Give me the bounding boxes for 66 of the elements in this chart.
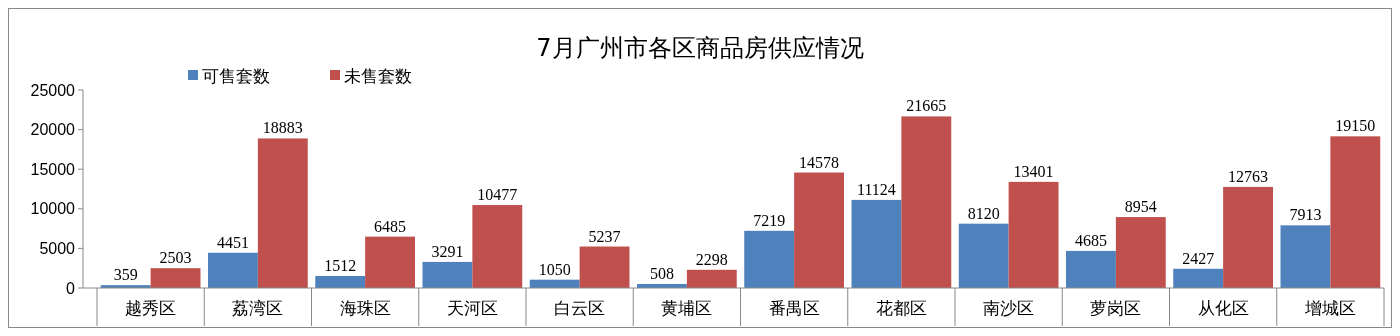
bar [315, 276, 366, 288]
data-label: 508 [649, 264, 674, 282]
data-label: 21665 [906, 97, 947, 115]
bar [1223, 186, 1273, 288]
y-tick-label: 20000 [30, 121, 76, 139]
data-label: 1512 [324, 257, 357, 275]
data-label: 1050 [538, 260, 571, 278]
data-label: 4451 [216, 233, 249, 251]
data-label: 2503 [159, 249, 192, 267]
data-label: 2427 [1182, 249, 1215, 267]
x-tick-label: 荔湾区 [232, 298, 284, 318]
x-tick-label: 海珠区 [339, 298, 391, 318]
data-label: 359 [113, 266, 138, 284]
y-tick-label: 10000 [30, 200, 76, 218]
y-tick-label: 25000 [30, 81, 76, 99]
data-label: 8120 [967, 204, 1000, 222]
bar [1330, 136, 1381, 288]
x-tick-label: 增城区 [1303, 298, 1356, 318]
bar [901, 116, 952, 288]
bar [958, 223, 1009, 288]
bar [1173, 268, 1224, 288]
data-label: 7913 [1289, 206, 1322, 224]
legend-label: 可售套数 [202, 65, 270, 86]
x-tick-label: 从化区 [1197, 298, 1249, 318]
data-label: 18883 [262, 119, 303, 137]
x-tick-label: 黄埔区 [661, 298, 713, 318]
y-tick-label: 15000 [30, 160, 76, 178]
bar [1008, 181, 1059, 288]
bar [1066, 250, 1116, 288]
bar [1115, 217, 1166, 288]
bar [794, 172, 844, 288]
data-label: 3291 [431, 242, 464, 260]
x-tick-label: 南沙区 [983, 298, 1035, 318]
data-label: 6485 [374, 217, 407, 235]
y-tick-label: 0 [66, 279, 76, 297]
data-label: 13401 [1013, 162, 1054, 180]
data-label: 12763 [1228, 167, 1269, 185]
bar [1280, 225, 1331, 288]
bar [744, 230, 795, 288]
bar [257, 138, 308, 288]
data-label: 19150 [1335, 117, 1376, 135]
x-tick-label: 白云区 [554, 298, 606, 318]
data-label: 14578 [799, 153, 840, 171]
x-tick-label: 番禺区 [768, 298, 820, 318]
data-label: 2298 [695, 250, 728, 268]
x-tick-label: 越秀区 [125, 298, 177, 318]
data-label: 5237 [588, 227, 621, 245]
y-tick-label: 5000 [39, 240, 76, 257]
data-label: 11124 [857, 180, 896, 198]
bar [579, 246, 630, 288]
data-label: 8954 [1124, 198, 1157, 216]
data-label: 4685 [1074, 231, 1107, 249]
x-tick-label: 萝岗区 [1090, 298, 1142, 318]
bar [851, 199, 902, 288]
bar [472, 205, 523, 288]
data-label: 10477 [477, 186, 518, 204]
bar [686, 269, 737, 288]
x-tick-label: 天河区 [446, 298, 498, 318]
x-tick-label: 花都区 [875, 298, 927, 318]
data-label: 7219 [753, 211, 786, 229]
legend-label: 未售套数 [344, 65, 412, 86]
bar [150, 268, 201, 288]
bar [365, 236, 415, 288]
bar [208, 252, 258, 288]
chart-title: 7月广州市各区商品房供应情况 [536, 34, 864, 62]
bar [422, 261, 473, 288]
